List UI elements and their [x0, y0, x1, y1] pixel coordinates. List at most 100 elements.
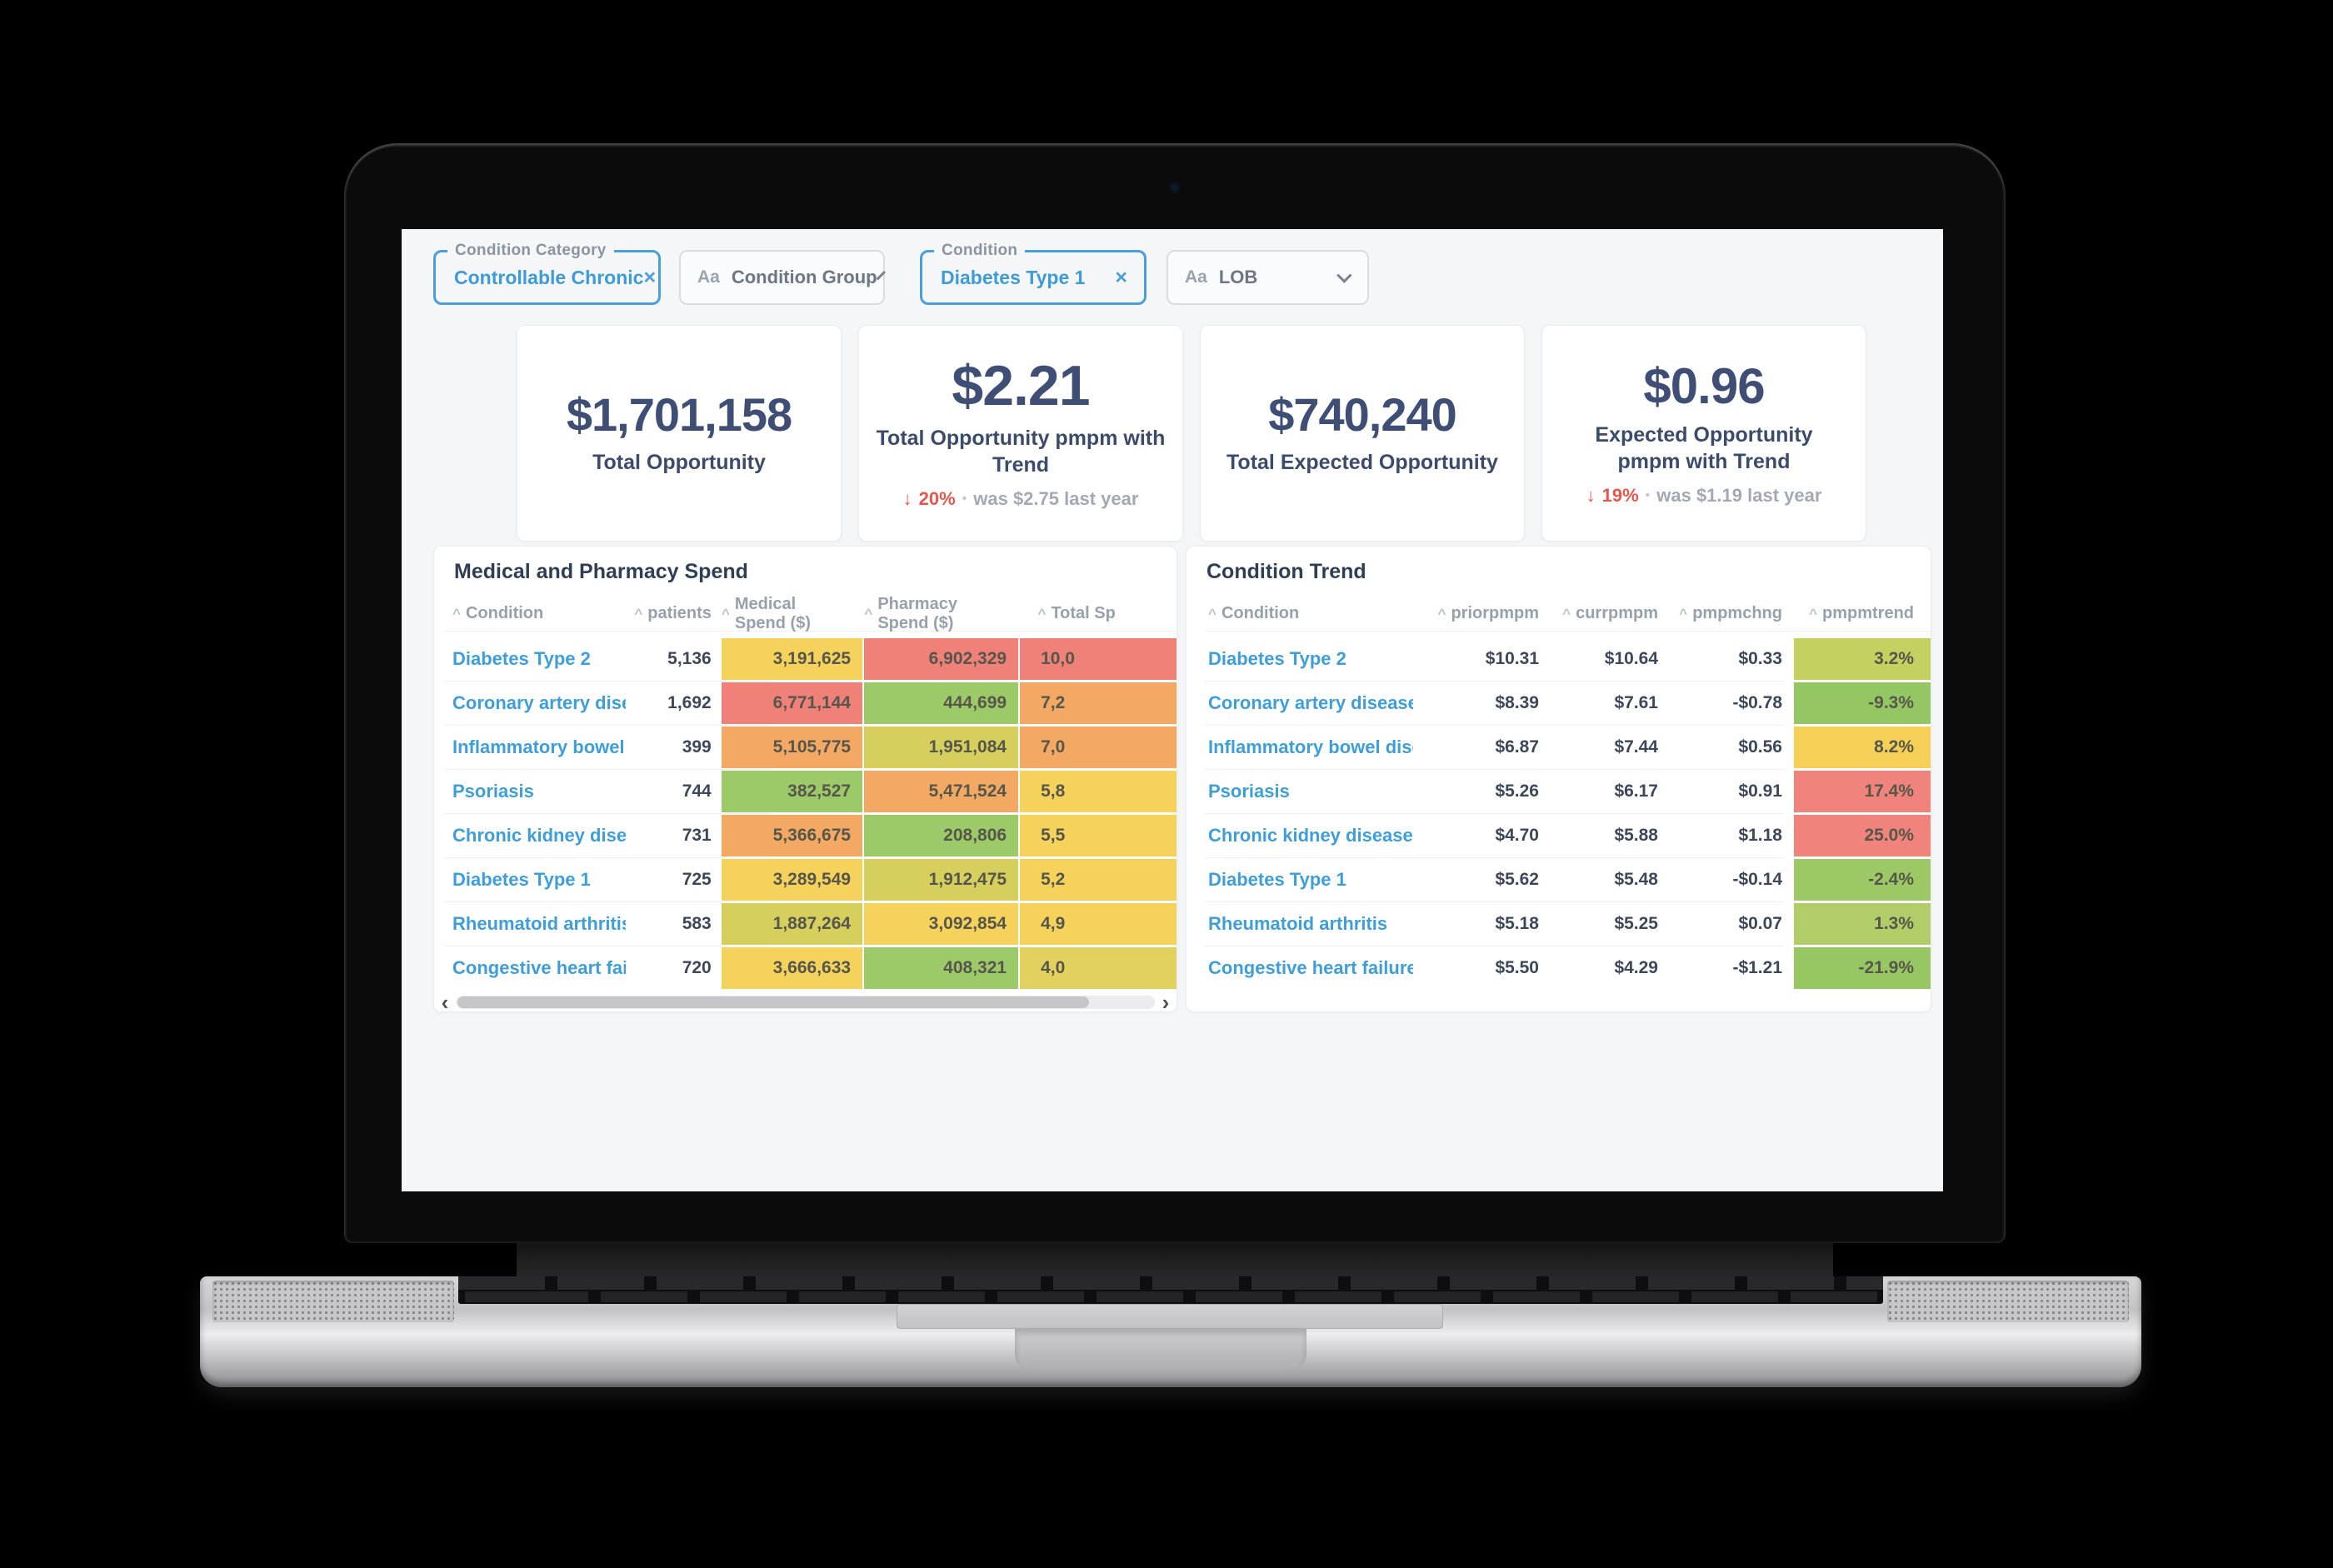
kpi-value: $740,240: [1268, 387, 1457, 441]
sort-caret-icon[interactable]: ^: [1037, 605, 1047, 622]
patients-value: 583: [682, 914, 712, 933]
kpi-label: Total Expected Opportunity: [1226, 450, 1498, 474]
patients-value: 744: [682, 782, 712, 801]
sort-caret-icon[interactable]: ^: [1208, 605, 1216, 622]
condition-link[interactable]: Chronic kidney diseases: [1208, 825, 1413, 846]
priorpmpm-value: $8.39: [1495, 693, 1539, 712]
column-header-label: Condition: [465, 604, 544, 622]
column-header-pharmacy-spend[interactable]: ^ Pharmacy Spend ($): [864, 595, 1018, 633]
filter-chip-condition[interactable]: Condition Diabetes Type 1 ×: [920, 242, 1147, 305]
condition-link[interactable]: Rheumatoid arthritis: [1208, 913, 1388, 934]
column-header-patients[interactable]: ^ patients: [626, 604, 721, 623]
bullet-icon: •: [962, 491, 967, 506]
condition-link[interactable]: Diabetes Type 1: [452, 869, 591, 890]
condition-link[interactable]: Rheumatoid arthritis: [452, 913, 627, 934]
sort-caret-icon[interactable]: ^: [1679, 605, 1688, 622]
laptop-hinge: [517, 1243, 1833, 1278]
close-icon[interactable]: ×: [643, 265, 657, 289]
column-header-currpmpm[interactable]: ^ currpmpm: [1541, 604, 1660, 623]
pmpmtrend-cell: 1.3%: [1794, 903, 1931, 945]
pharmacy-spend-cell: 6,902,329: [864, 638, 1019, 680]
sort-caret-icon[interactable]: ^: [1437, 605, 1446, 622]
condition-link[interactable]: Diabetes Type 2: [452, 648, 591, 669]
spend-table-header: ^ Condition ^ patients ^ Medical Spend (…: [444, 595, 1177, 633]
condition-link[interactable]: Inflammatory bowel disease: [1208, 737, 1413, 757]
sort-caret-icon[interactable]: ^: [1562, 605, 1571, 622]
medical-spend-cell: 6,771,144: [721, 682, 863, 724]
trend-table-header: ^ Condition ^ priorpmpm ^ currpmpm ^ pmp…: [1205, 597, 1931, 632]
column-header-label: patients: [647, 604, 712, 622]
sort-caret-icon[interactable]: ^: [721, 605, 730, 622]
condition-link[interactable]: Congestive heart failure: [452, 957, 627, 978]
condition-link[interactable]: Psoriasis: [452, 781, 534, 801]
column-spacer: [1784, 771, 1794, 812]
close-icon[interactable]: ×: [1115, 265, 1127, 289]
table-row: Inflammatory bowel disease $6.87 $7.44 $…: [1205, 727, 1931, 770]
filter-label: Condition: [934, 242, 1026, 260]
sort-caret-icon[interactable]: ^: [1809, 605, 1817, 622]
condition-link[interactable]: Coronary artery disease: [1208, 692, 1413, 713]
trend-percent: 20%: [918, 487, 956, 509]
trend-table-card: Condition Trend ^ Condition ^ priorpmpm …: [1186, 546, 1931, 1012]
table-row: Chronic kidney diseases 731 5,366,675 20…: [444, 815, 1176, 858]
condition-link[interactable]: Coronary artery disease: [452, 692, 626, 713]
chevron-down-icon: [1336, 267, 1352, 283]
filter-chip-condition-category[interactable]: Condition Category Controllable Chronic …: [433, 242, 661, 305]
total-spend-cell: 10,0: [1020, 638, 1176, 680]
pharmacy-spend-cell: 444,699: [864, 682, 1019, 724]
filter-dropdown-lob[interactable]: Aa LOB: [1166, 250, 1369, 305]
keyboard-row: [458, 1291, 1883, 1302]
table-row: Psoriasis $5.26 $6.17 $0.91 17.4%: [1205, 771, 1931, 814]
total-spend-cell: 7,0: [1020, 727, 1176, 768]
column-header-pmpmchng[interactable]: ^ pmpmchng: [1660, 604, 1784, 623]
filter-value: Controllable Chronic: [454, 266, 644, 288]
kpi-trend: ↓ 19% • was $1.19 last year: [1586, 485, 1822, 507]
scroll-right-icon[interactable]: ›: [1162, 990, 1170, 1012]
condition-link[interactable]: Psoriasis: [1208, 781, 1290, 801]
table-row: Congestive heart failure 720 3,666,633 4…: [444, 947, 1176, 989]
sort-caret-icon[interactable]: ^: [452, 605, 461, 622]
column-header-priorpmpm[interactable]: ^ priorpmpm: [1413, 604, 1541, 623]
currpmpm-value: $7.61: [1614, 693, 1658, 712]
text-filter-icon: Aa: [697, 267, 720, 287]
sort-caret-icon[interactable]: ^: [864, 605, 873, 622]
medical-spend-cell: 5,366,675: [721, 815, 863, 856]
trend-down-arrow-icon: ↓: [1586, 484, 1596, 506]
currpmpm-value: $5.88: [1614, 826, 1658, 845]
column-header-label: Medical Spend ($): [734, 594, 811, 632]
patients-value: 720: [682, 958, 712, 977]
column-header-label: currpmpm: [1576, 604, 1658, 622]
patients-value: 725: [682, 870, 712, 889]
scroll-left-icon[interactable]: ‹: [441, 990, 449, 1012]
sort-caret-icon[interactable]: ^: [634, 605, 643, 622]
condition-link[interactable]: Inflammatory bowel disease: [452, 737, 626, 757]
medical-spend-cell: 5,105,775: [721, 727, 863, 768]
column-header-medical-spend[interactable]: ^ Medical Spend ($): [722, 595, 862, 633]
pmpmchng-value: -$1.21: [1732, 958, 1782, 977]
horizontal-scrollbar[interactable]: ‹ ›: [434, 990, 1176, 1012]
column-header-pmpmtrend[interactable]: ^ pmpmtrend: [1794, 604, 1931, 623]
pmpmtrend-cell: 8.2%: [1794, 727, 1931, 768]
condition-link[interactable]: Diabetes Type 1: [1208, 869, 1346, 890]
scrollbar-thumb[interactable]: [457, 996, 1089, 1008]
total-spend-cell: 5,2: [1020, 859, 1176, 901]
column-header-condition[interactable]: ^ Condition: [444, 604, 626, 623]
column-header-condition[interactable]: ^ Condition: [1205, 604, 1413, 623]
currpmpm-value: $5.48: [1614, 870, 1658, 889]
kpi-value: $1,701,158: [566, 387, 792, 441]
pmpmtrend-cell: 17.4%: [1794, 771, 1931, 812]
patients-value: 5,136: [667, 649, 712, 668]
medical-spend-cell: 382,527: [721, 771, 863, 812]
column-spacer: [1784, 815, 1794, 856]
condition-link[interactable]: Congestive heart failure: [1208, 957, 1413, 978]
filter-dropdown-condition-group[interactable]: Aa Condition Group: [679, 250, 886, 305]
column-header-label: priorpmpm: [1451, 604, 1539, 622]
condition-link[interactable]: Chronic kidney diseases: [452, 825, 627, 846]
column-header-total-spend[interactable]: ^ Total Sp: [1021, 604, 1177, 623]
speaker-grille-left: [212, 1281, 454, 1322]
scrollbar-track[interactable]: [456, 996, 1155, 1009]
column-spacer: [1784, 638, 1794, 680]
table-row: Inflammatory bowel disease 399 5,105,775…: [444, 727, 1176, 770]
priorpmpm-value: $5.26: [1495, 782, 1539, 801]
condition-link[interactable]: Diabetes Type 2: [1208, 648, 1346, 669]
